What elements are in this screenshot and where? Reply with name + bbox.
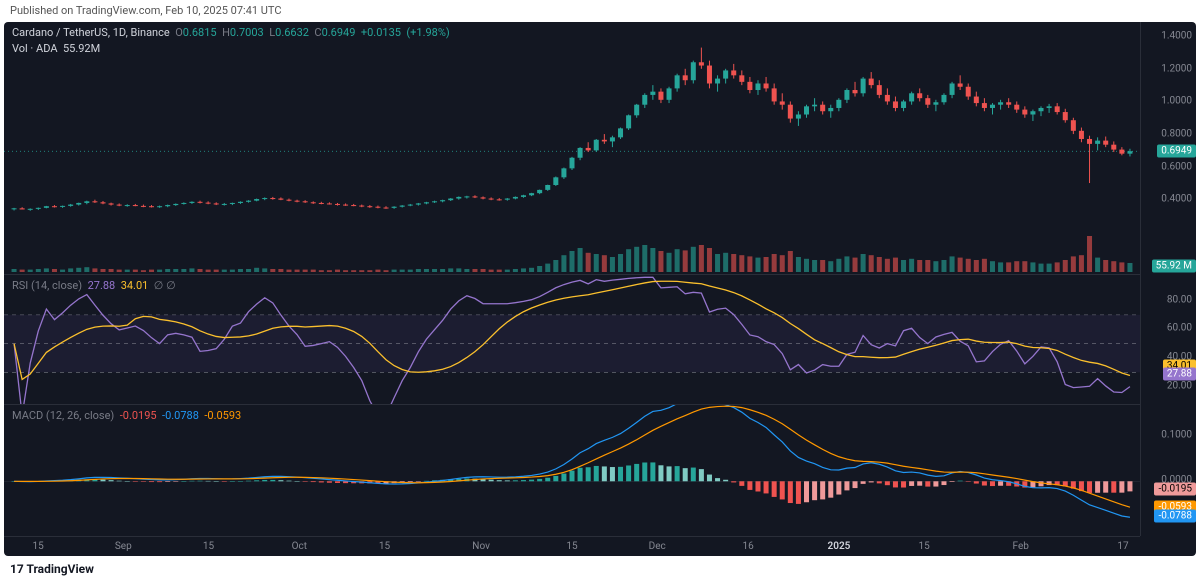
tradingview-logo: 17 TradingView	[10, 562, 94, 576]
publish-text: Published on TradingView.com, Feb 10, 20…	[10, 4, 282, 17]
price-pane[interactable]: Cardano / TetherUS, 1D, Binance O0.6815 …	[4, 22, 1140, 274]
price-axis[interactable]: 0.40000.60000.80001.00001.20001.40000.69…	[1140, 22, 1196, 536]
publish-header: Published on TradingView.com, Feb 10, 20…	[0, 0, 1200, 22]
chart-container[interactable]: Cardano / TetherUS, 1D, Binance O0.6815 …	[4, 22, 1196, 556]
macd-chart[interactable]	[4, 405, 1140, 534]
macd-pane[interactable]: MACD (12, 26, close) -0.0195 -0.0788 -0.…	[4, 404, 1140, 534]
rsi-chart[interactable]	[4, 275, 1140, 404]
symbol-legend: Cardano / TetherUS, 1D, Binance O0.6815 …	[12, 26, 450, 39]
volume-legend: Vol · ADA 55.92M	[12, 42, 100, 55]
time-axis[interactable]: 15Sep15Oct15Nov15Dec16202515Feb17	[4, 536, 1140, 556]
rsi-legend: RSI (14, close) 27.88 34.01 ∅ ∅	[12, 279, 176, 292]
macd-legend: MACD (12, 26, close) -0.0195 -0.0788 -0.…	[12, 409, 241, 422]
rsi-pane[interactable]: RSI (14, close) 27.88 34.01 ∅ ∅	[4, 274, 1140, 404]
price-chart[interactable]	[4, 22, 1140, 274]
